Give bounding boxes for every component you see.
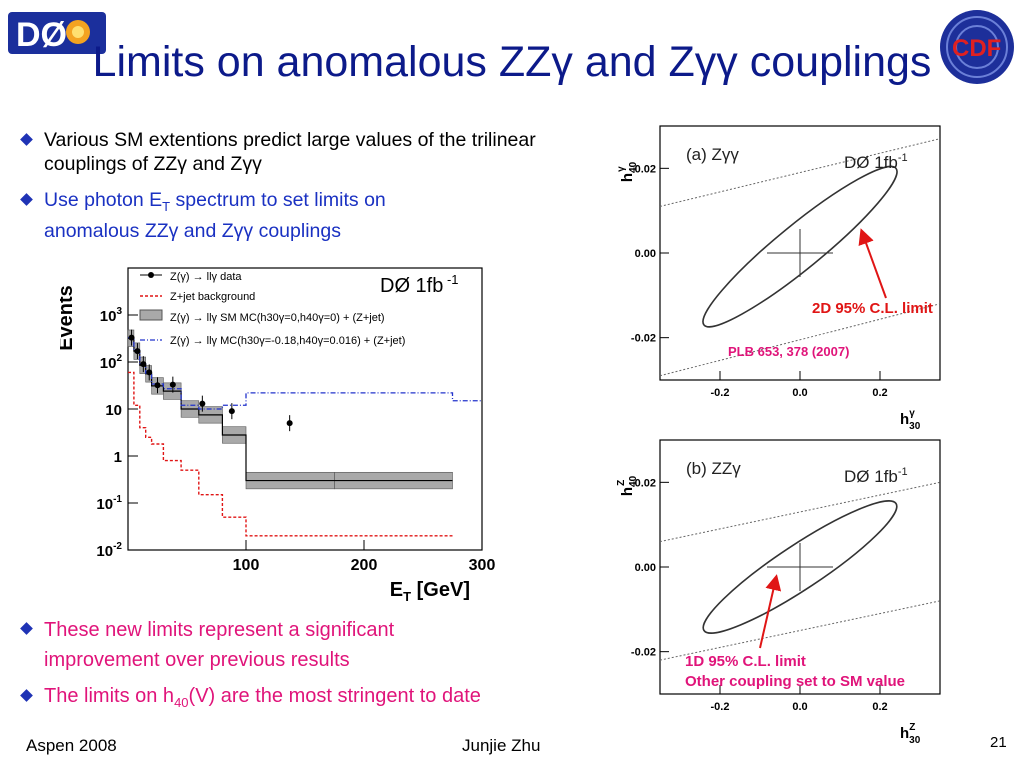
svg-text:DØ: DØ <box>16 16 67 54</box>
bullet-1-text: Various SM extentions predict large valu… <box>44 129 536 175</box>
legend-zjet-label: Z+jet background <box>170 291 255 303</box>
bullet-3: These new limits represent a significant… <box>20 617 582 671</box>
x-tick-label: 300 <box>469 557 496 574</box>
data-point <box>146 369 153 376</box>
footer-conference: Aspen 2008 <box>26 736 117 755</box>
et-histogram: 10-2 10-1 1 10 102 103 100 200 300 Events ET [GeV]… <box>55 258 500 608</box>
x-tick-label: 0.0 <box>792 701 807 713</box>
bullet-2-text: Use photon ET spectrum to set limits on … <box>44 189 386 242</box>
data-point <box>199 400 206 407</box>
data-point <box>154 382 161 389</box>
experiment-label: DØ 1fb-1 <box>844 466 908 486</box>
annotation-reference: PLB 653, 378 (2007) <box>728 344 850 359</box>
d0-logo: DØ <box>8 8 106 58</box>
unitarity-bound-line <box>659 303 941 377</box>
x-tick-label: 0.2 <box>872 701 887 713</box>
data-point <box>128 334 135 341</box>
y-tick-label: 0.00 <box>635 562 656 574</box>
data-point <box>286 420 293 427</box>
legend-sm-box <box>139 309 163 321</box>
x-tick-label: -0.2 <box>711 701 730 713</box>
contour-plot-a: -0.02 0.00 0.02 -0.2 0.0 0.2 (a) Zγγ DØ 1fb-1 h4… <box>600 118 945 436</box>
x-tick-label: -0.2 <box>711 387 730 399</box>
y-axis-label: h40Z <box>616 475 639 496</box>
y-tick-label: 10 <box>105 402 122 419</box>
y-tick-label: 0.02 <box>635 477 656 489</box>
x-tick-label: 0.0 <box>792 387 807 399</box>
data-point <box>134 348 141 355</box>
y-axis-label: h40γ <box>616 161 639 182</box>
arrow-1d <box>759 574 782 649</box>
data-point <box>228 408 235 415</box>
bullet-3-text: These new limits represent a significant… <box>44 619 395 671</box>
panel-label: (b) ZZγ <box>686 459 741 478</box>
legend-data-label: Z(γ) → llγ data <box>170 271 242 283</box>
bullet-2: Use photon ET spectrum to set limits on … <box>20 188 582 242</box>
data-point <box>140 361 147 368</box>
y-tick-label: 1 <box>114 449 122 466</box>
panel-label: (a) Zγγ <box>686 145 739 164</box>
y-tick-label: 0.00 <box>635 248 656 260</box>
bullet-4-text: The limits on h40(V) are the most string… <box>44 685 481 710</box>
experiment-label: DØ 1fb-1 <box>844 152 908 172</box>
y-tick-label: 0.02 <box>635 163 656 175</box>
legend-sm-label: Z(γ) → llγ SM MC(h30γ=0,h40γ=0) + (Z+jet… <box>170 312 385 324</box>
footer-page-number: 21 <box>990 734 1007 751</box>
y-tick-label: -0.02 <box>631 333 656 345</box>
legend-data-marker <box>148 272 154 278</box>
unitarity-bound-line <box>659 138 941 207</box>
bullet-1: Various SM extentions predict large valu… <box>20 128 582 178</box>
annotation-2d-limit: 2D 95% C.L. limit <box>812 300 933 317</box>
legend-anomalous-label: Z(γ) → llγ MC(h30γ=-0.18,h40γ=0.016) + (… <box>170 335 405 347</box>
confidence-ellipse <box>702 165 898 328</box>
data-point <box>169 381 176 388</box>
cdf-logo: CDF <box>938 8 1016 86</box>
bullet-4: The limits on h40(V) are the most string… <box>20 684 622 712</box>
svg-text:CDF: CDF <box>952 35 1001 62</box>
contour-plot-b: -0.02 0.00 0.02 -0.2 0.0 0.2 (b) ZZγ DØ 1fb-1 h4… <box>600 432 945 750</box>
x-axis-label: ET [GeV] <box>390 579 470 604</box>
x-tick-label: 200 <box>351 557 378 574</box>
x-tick-label: 100 <box>233 557 260 574</box>
confidence-ellipse <box>702 500 898 634</box>
y-tick-label: -0.02 <box>631 647 656 659</box>
footer-author: Junjie Zhu <box>462 736 541 755</box>
arrow-2d <box>858 228 887 299</box>
annotation-1d-limit: 1D 95% C.L. limit Other coupling set to … <box>685 653 906 690</box>
anomalous-mc-line <box>128 336 482 410</box>
slide-title: Limits on anomalous ZZγ and Zγγ coupling… <box>92 38 932 86</box>
y-axis-label: Events <box>60 285 77 351</box>
zjet-background-line <box>128 371 453 537</box>
x-tick-label: 0.2 <box>872 387 887 399</box>
